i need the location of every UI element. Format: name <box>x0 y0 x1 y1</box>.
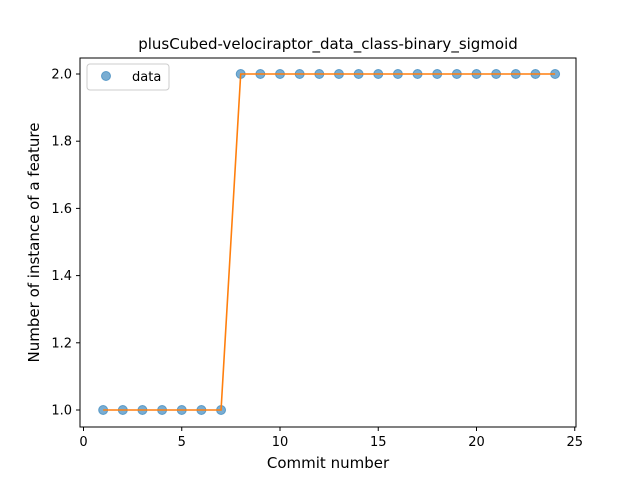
x-tick-label: 25 <box>566 435 583 450</box>
chart-title: plusCubed-velociraptor_data_class-binary… <box>138 35 518 54</box>
y-tick-label: 1.0 <box>51 404 72 419</box>
legend-entry-data: data <box>132 70 161 85</box>
x-tick-label: 10 <box>272 435 289 450</box>
x-tick-label: 20 <box>468 435 485 450</box>
y-axis-ticks: 1.0 1.2 1.4 1.6 1.8 2.0 <box>51 68 80 419</box>
x-tick-label: 15 <box>370 435 387 450</box>
legend-box <box>86 63 170 91</box>
legend-marker <box>101 71 111 81</box>
fit-line <box>103 73 556 411</box>
legend: data <box>86 63 170 91</box>
x-tick-label: 5 <box>178 435 186 450</box>
axes-frame <box>79 57 577 428</box>
y-tick-label: 1.8 <box>51 135 72 150</box>
y-tick-label: 1.6 <box>51 202 72 217</box>
x-tick-label: 0 <box>79 435 87 450</box>
y-tick-label: 2.0 <box>51 68 72 83</box>
y-axis-label: Number of instance of a feature <box>25 123 43 363</box>
x-axis-label: Commit number <box>267 454 390 472</box>
x-axis-ticks: 0 5 10 15 20 25 <box>79 427 583 450</box>
y-tick-label: 1.4 <box>51 269 72 284</box>
series-layer <box>98 69 561 415</box>
y-tick-label: 1.2 <box>51 336 72 351</box>
